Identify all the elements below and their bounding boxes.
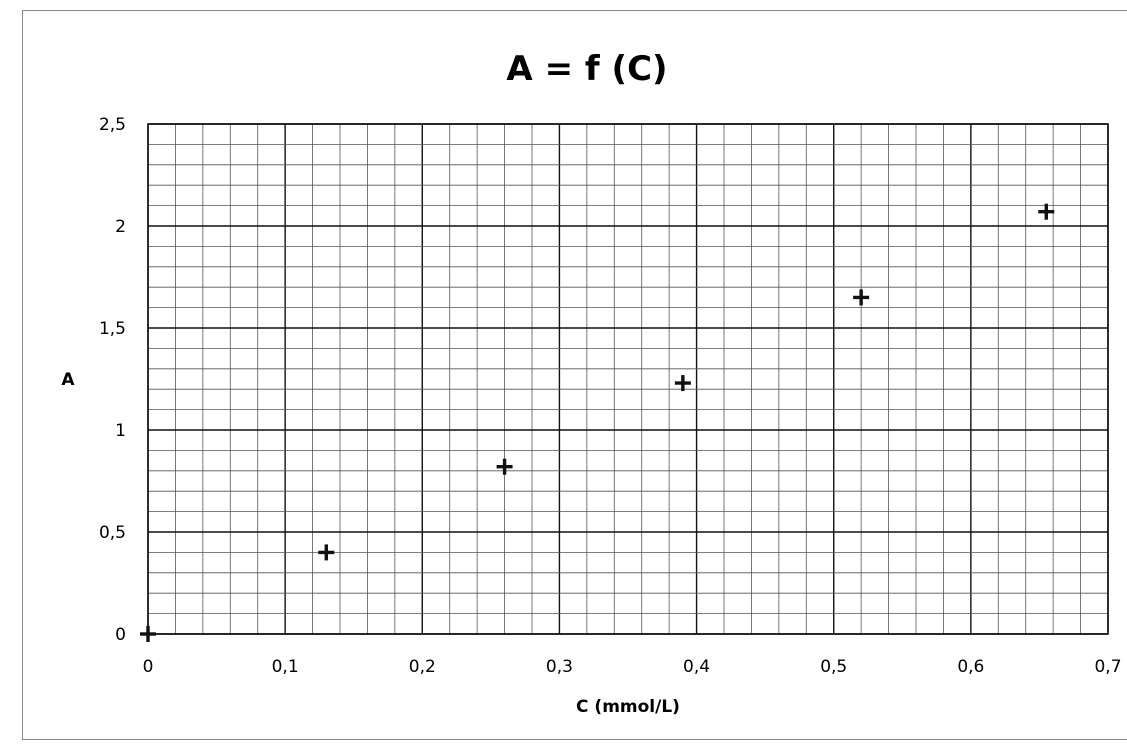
y-tick-label: 0 — [115, 625, 126, 645]
plot-area — [147, 123, 1109, 635]
grid — [147, 123, 1109, 635]
data-point — [140, 626, 156, 642]
chart-title: A = f (C) — [506, 49, 667, 89]
x-tick-label: 0 — [143, 657, 154, 677]
data-point — [1038, 203, 1055, 220]
data-point — [674, 375, 691, 392]
y-axis-label: A — [61, 370, 75, 390]
x-tick-label: 0,2 — [409, 657, 436, 677]
y-tick-label: 1 — [115, 421, 126, 441]
tick-labels: 0 0,1 0,2 0,3 0,4 0,5 0,6 0,7 0 0,5 1 1,5 2 2,5 — [99, 115, 1122, 677]
x-tick-label: 0,7 — [1094, 657, 1121, 677]
x-tick-label: 0,4 — [683, 657, 710, 677]
y-tick-label: 0,5 — [99, 523, 126, 543]
x-axis-label: C (mmol/L) — [576, 697, 680, 717]
data-points — [140, 203, 1055, 642]
y-tick-label: 2,5 — [99, 115, 126, 135]
data-point — [318, 544, 335, 561]
data-point — [496, 458, 513, 475]
x-tick-label: 0,6 — [957, 657, 984, 677]
x-tick-label: 0,5 — [820, 657, 847, 677]
x-tick-label: 0,1 — [272, 657, 299, 677]
x-tick-label: 0,3 — [546, 657, 573, 677]
data-point — [853, 289, 870, 306]
y-tick-label: 1,5 — [99, 319, 126, 339]
y-tick-label: 2 — [115, 217, 126, 237]
chart-frame — [22, 10, 1127, 740]
